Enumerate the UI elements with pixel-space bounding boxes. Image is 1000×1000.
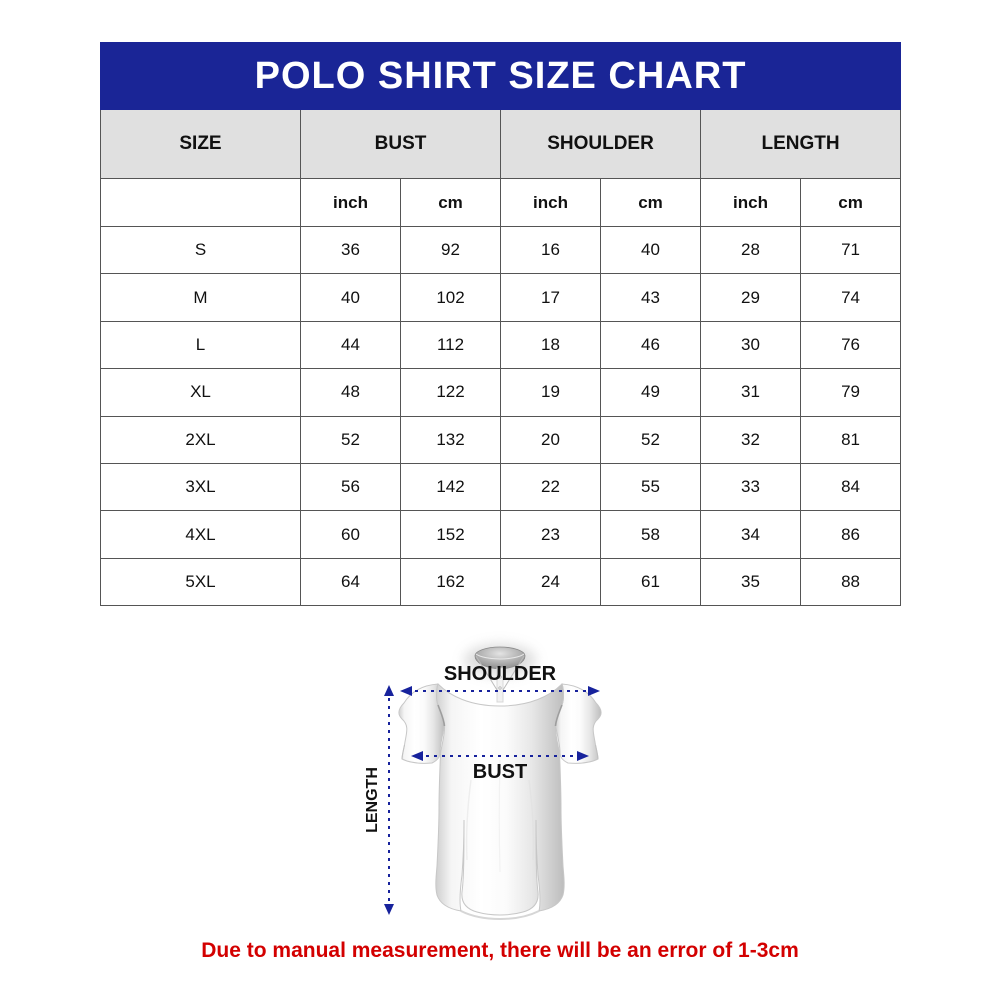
svg-text:SHOULDER: SHOULDER [444,663,557,685]
svg-text:BUST: BUST [473,761,527,783]
svg-text:LENGTH: LENGTH [364,767,381,833]
